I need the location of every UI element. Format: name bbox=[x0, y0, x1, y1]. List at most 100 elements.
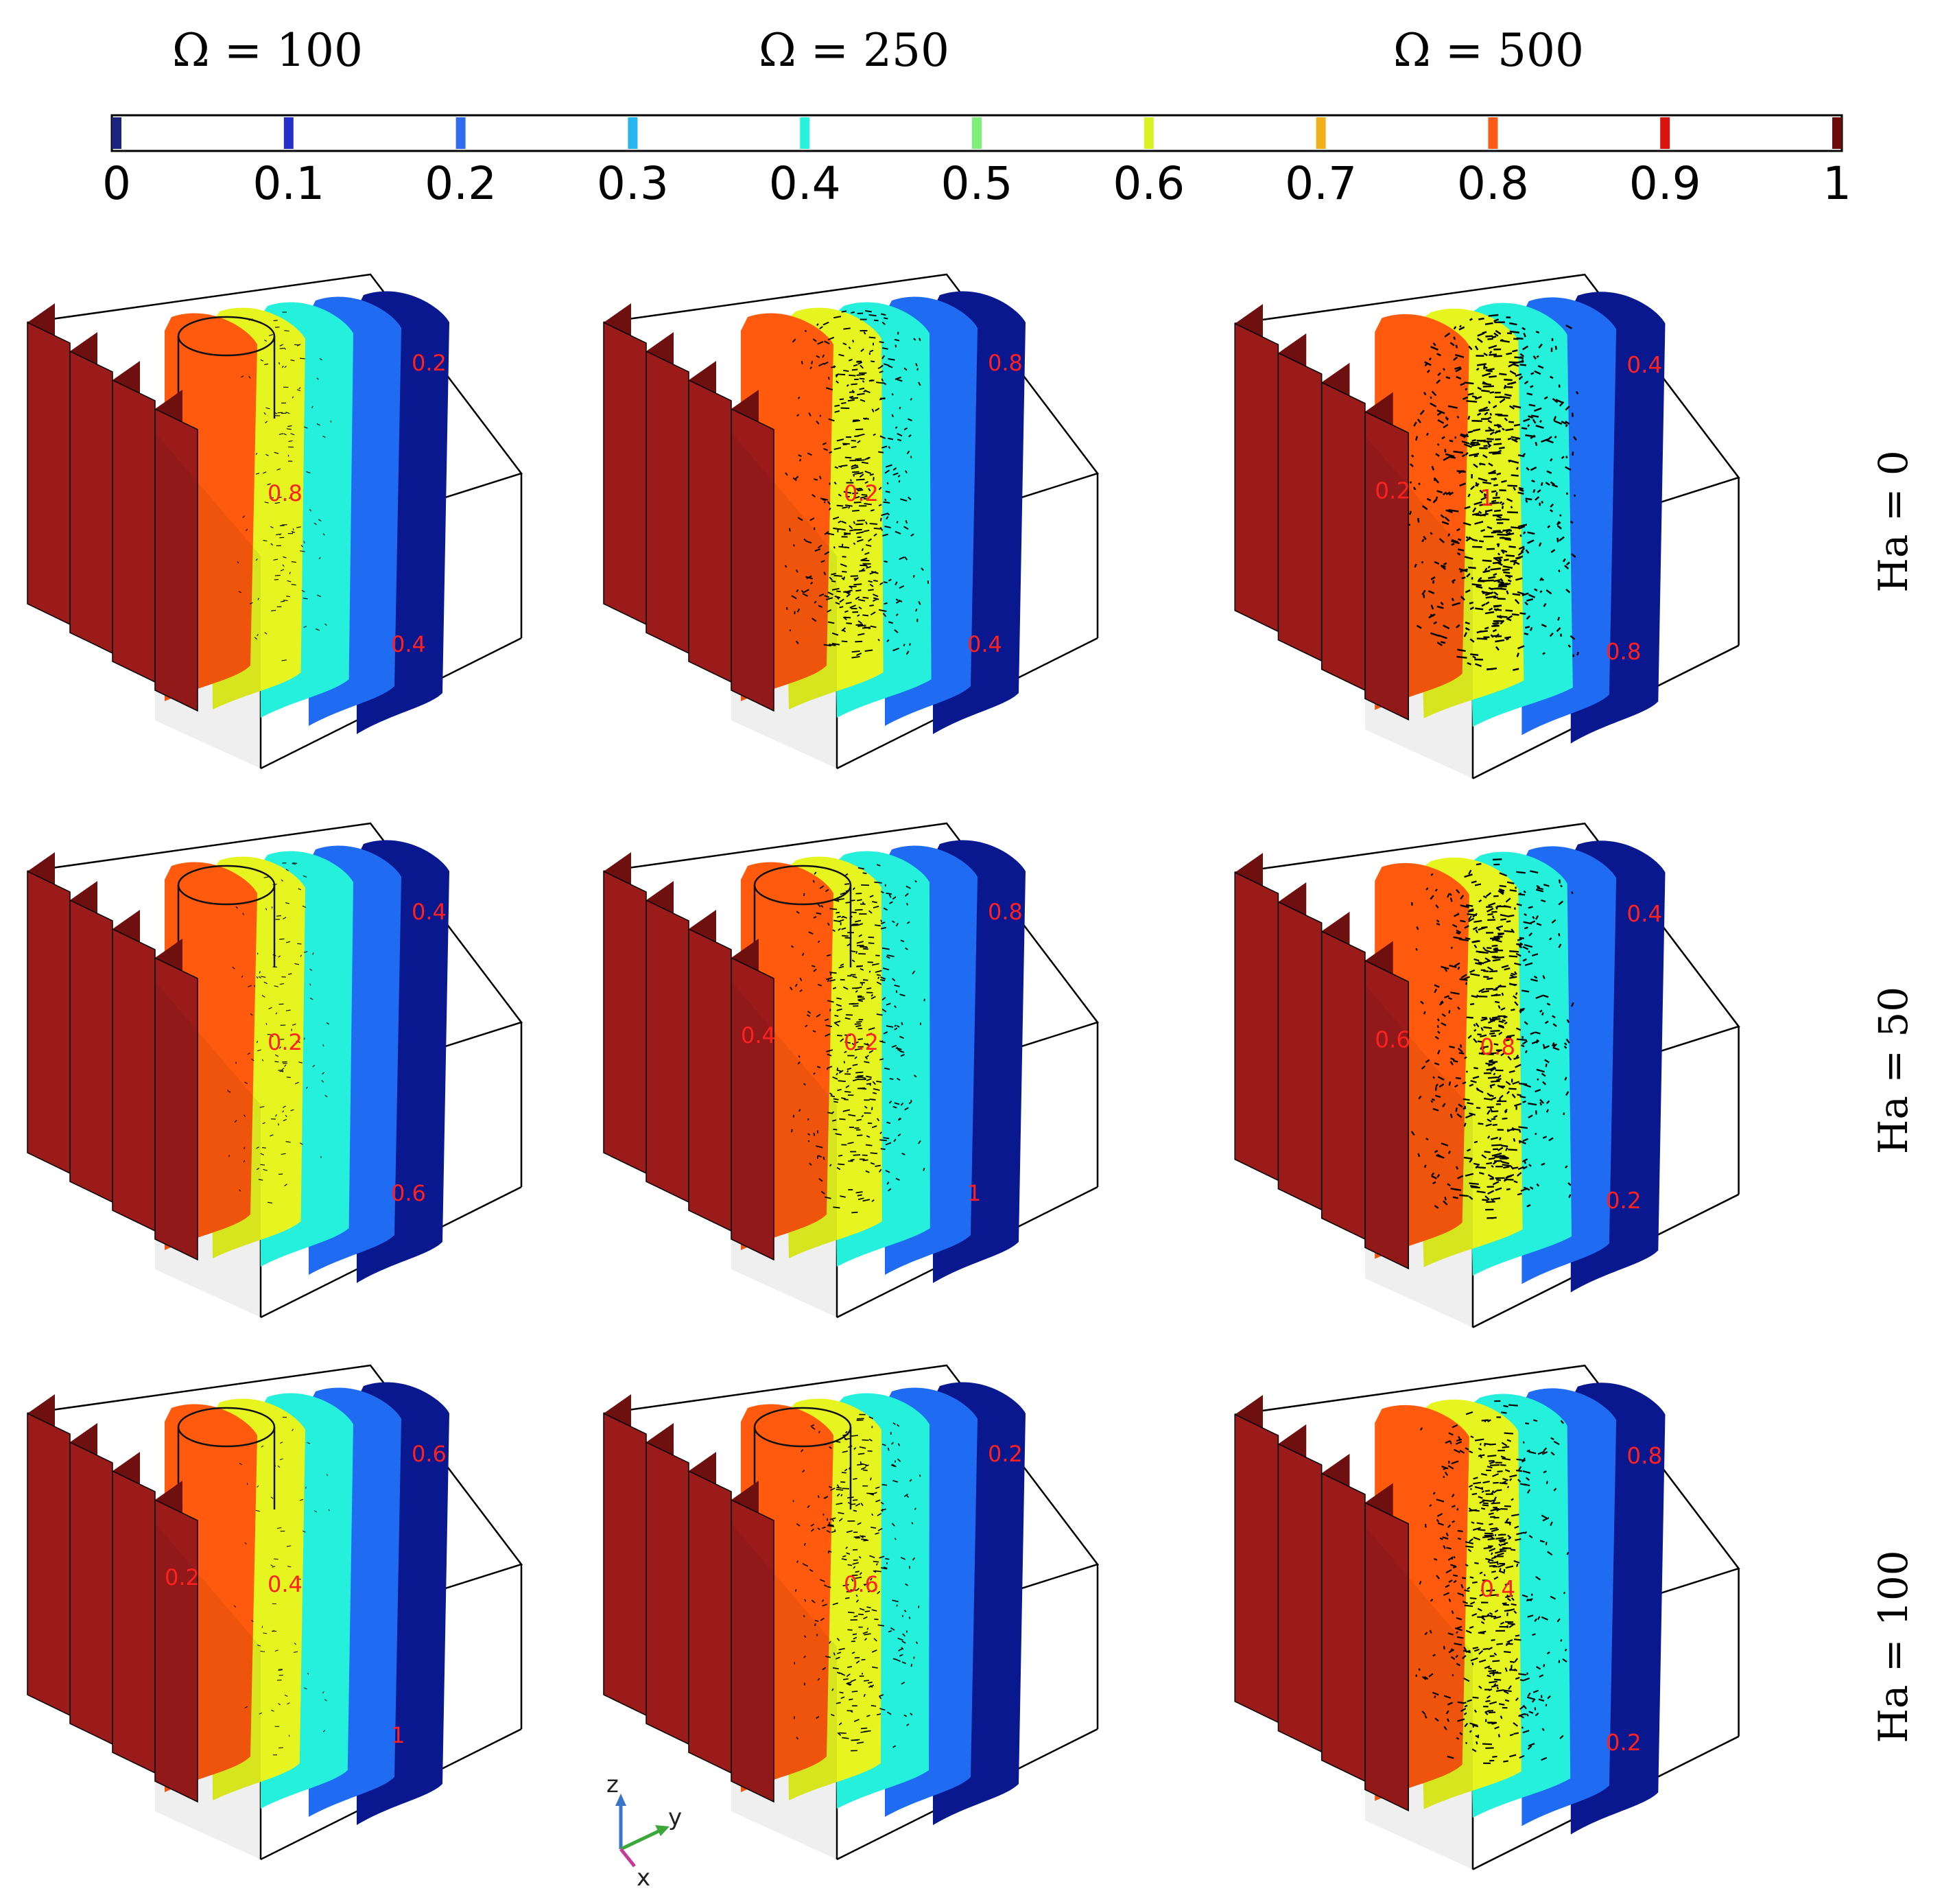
vector-arrow bbox=[853, 1041, 859, 1045]
colorbar-tick-label: 0.3 bbox=[597, 157, 669, 210]
fin-face bbox=[112, 1470, 156, 1774]
vector-arrow bbox=[1473, 501, 1482, 506]
vector-arrow bbox=[1478, 1123, 1484, 1125]
vector-arrow bbox=[1506, 881, 1515, 884]
vector-arrow bbox=[846, 1673, 851, 1678]
colorbar-tick-label: 0 bbox=[102, 157, 131, 210]
vector-arrow bbox=[1449, 1114, 1453, 1118]
vector-arrow bbox=[1492, 858, 1502, 861]
vector-arrow bbox=[1481, 1419, 1489, 1422]
vector-arrow bbox=[1475, 663, 1482, 668]
vector-arrow bbox=[857, 1453, 865, 1455]
vector-arrow bbox=[275, 1114, 277, 1117]
vector-arrow bbox=[1436, 412, 1442, 416]
vector-arrow bbox=[281, 1068, 285, 1070]
vector-arrow bbox=[816, 355, 820, 359]
vector-arrow bbox=[291, 561, 297, 563]
vector-arrow bbox=[304, 426, 308, 429]
vector-arrow bbox=[1482, 895, 1487, 899]
vector-arrow bbox=[1493, 484, 1499, 486]
vector-arrow bbox=[1430, 604, 1434, 610]
vector-arrow bbox=[836, 897, 844, 901]
vector-arrow bbox=[829, 1517, 836, 1520]
vector-arrow bbox=[1500, 1621, 1505, 1625]
vector-arrow bbox=[1511, 972, 1516, 976]
vector-arrow bbox=[810, 1424, 815, 1427]
vector-arrow bbox=[1513, 1732, 1519, 1735]
vector-arrow bbox=[282, 564, 285, 567]
vector-arrow bbox=[1485, 1062, 1493, 1066]
vector-arrow bbox=[1524, 962, 1533, 967]
vector-arrow bbox=[1519, 612, 1526, 615]
vector-arrow bbox=[1507, 914, 1515, 918]
vector-arrow bbox=[851, 1435, 858, 1437]
vector-arrow bbox=[1462, 1655, 1467, 1660]
vector-arrow bbox=[1469, 1158, 1473, 1163]
vector-arrow bbox=[1518, 893, 1526, 896]
vector-arrow bbox=[1531, 480, 1535, 483]
vector-arrow bbox=[868, 970, 871, 973]
vector-arrow bbox=[1519, 1705, 1525, 1711]
vector-arrow bbox=[1497, 1470, 1503, 1472]
vector-arrow bbox=[843, 327, 851, 330]
vector-arrow bbox=[1549, 632, 1554, 637]
vector-arrow bbox=[1498, 1570, 1505, 1574]
vector-arrow bbox=[1537, 1616, 1541, 1620]
vector-arrow bbox=[1437, 1049, 1441, 1055]
vector-arrow bbox=[1490, 1198, 1494, 1201]
vector-arrow bbox=[904, 1107, 909, 1111]
vector-arrow bbox=[1536, 1666, 1541, 1670]
fin-face bbox=[1321, 381, 1366, 692]
vector-arrow bbox=[859, 473, 864, 478]
vector-arrow bbox=[1476, 950, 1485, 954]
vector-arrow bbox=[1501, 338, 1505, 342]
vector-arrow bbox=[859, 387, 865, 390]
vector-arrow bbox=[841, 543, 844, 547]
vector-arrow bbox=[901, 1661, 906, 1665]
vector-arrow bbox=[824, 595, 830, 598]
vector-arrow bbox=[1460, 596, 1465, 601]
vector-arrow bbox=[1434, 1717, 1439, 1722]
vector-arrow bbox=[868, 1438, 873, 1442]
vector-arrow bbox=[913, 1074, 917, 1078]
contour-label: 0.4 bbox=[1626, 352, 1662, 378]
vector-arrow bbox=[820, 1579, 825, 1582]
vector-arrow bbox=[859, 1572, 862, 1575]
vector-arrow bbox=[869, 895, 874, 898]
vector-arrow bbox=[273, 320, 278, 321]
vector-arrow bbox=[1502, 1477, 1508, 1481]
vector-arrow bbox=[1497, 580, 1504, 584]
vector-arrow bbox=[1467, 662, 1471, 666]
vector-arrow bbox=[1501, 502, 1505, 506]
vector-arrow bbox=[263, 981, 268, 985]
vector-arrow bbox=[868, 1033, 873, 1035]
vector-arrow bbox=[1470, 1657, 1478, 1662]
vector-arrow bbox=[1468, 869, 1472, 875]
box-shade bbox=[155, 1523, 261, 1859]
vector-arrow bbox=[1443, 562, 1447, 566]
vector-arrow bbox=[1506, 1639, 1513, 1643]
vector-arrow bbox=[812, 338, 817, 342]
vector-arrow bbox=[1535, 1132, 1537, 1136]
vector-arrow bbox=[1481, 1617, 1486, 1621]
vector-arrow bbox=[262, 1147, 267, 1149]
vector-arrow bbox=[1543, 1045, 1550, 1050]
vector-arrow bbox=[864, 1105, 868, 1109]
vector-arrow bbox=[1461, 904, 1469, 908]
vector-arrow bbox=[1485, 335, 1493, 338]
vector-arrow bbox=[835, 1133, 842, 1136]
vector-arrow bbox=[1507, 579, 1512, 583]
vector-arrow bbox=[1491, 1217, 1497, 1219]
vector-arrow bbox=[1550, 1521, 1553, 1527]
vector-arrow bbox=[802, 1470, 805, 1473]
vector-arrow bbox=[258, 976, 261, 978]
vector-arrow bbox=[851, 383, 857, 386]
vector-arrow bbox=[1537, 1450, 1546, 1455]
vector-arrow bbox=[856, 1741, 864, 1744]
vector-arrow bbox=[1513, 486, 1516, 491]
vector-arrow bbox=[255, 452, 258, 456]
vector-arrow bbox=[1493, 1496, 1497, 1500]
vector-arrow bbox=[1503, 384, 1507, 390]
vector-arrow bbox=[1484, 611, 1495, 615]
vector-arrow bbox=[1523, 890, 1526, 893]
